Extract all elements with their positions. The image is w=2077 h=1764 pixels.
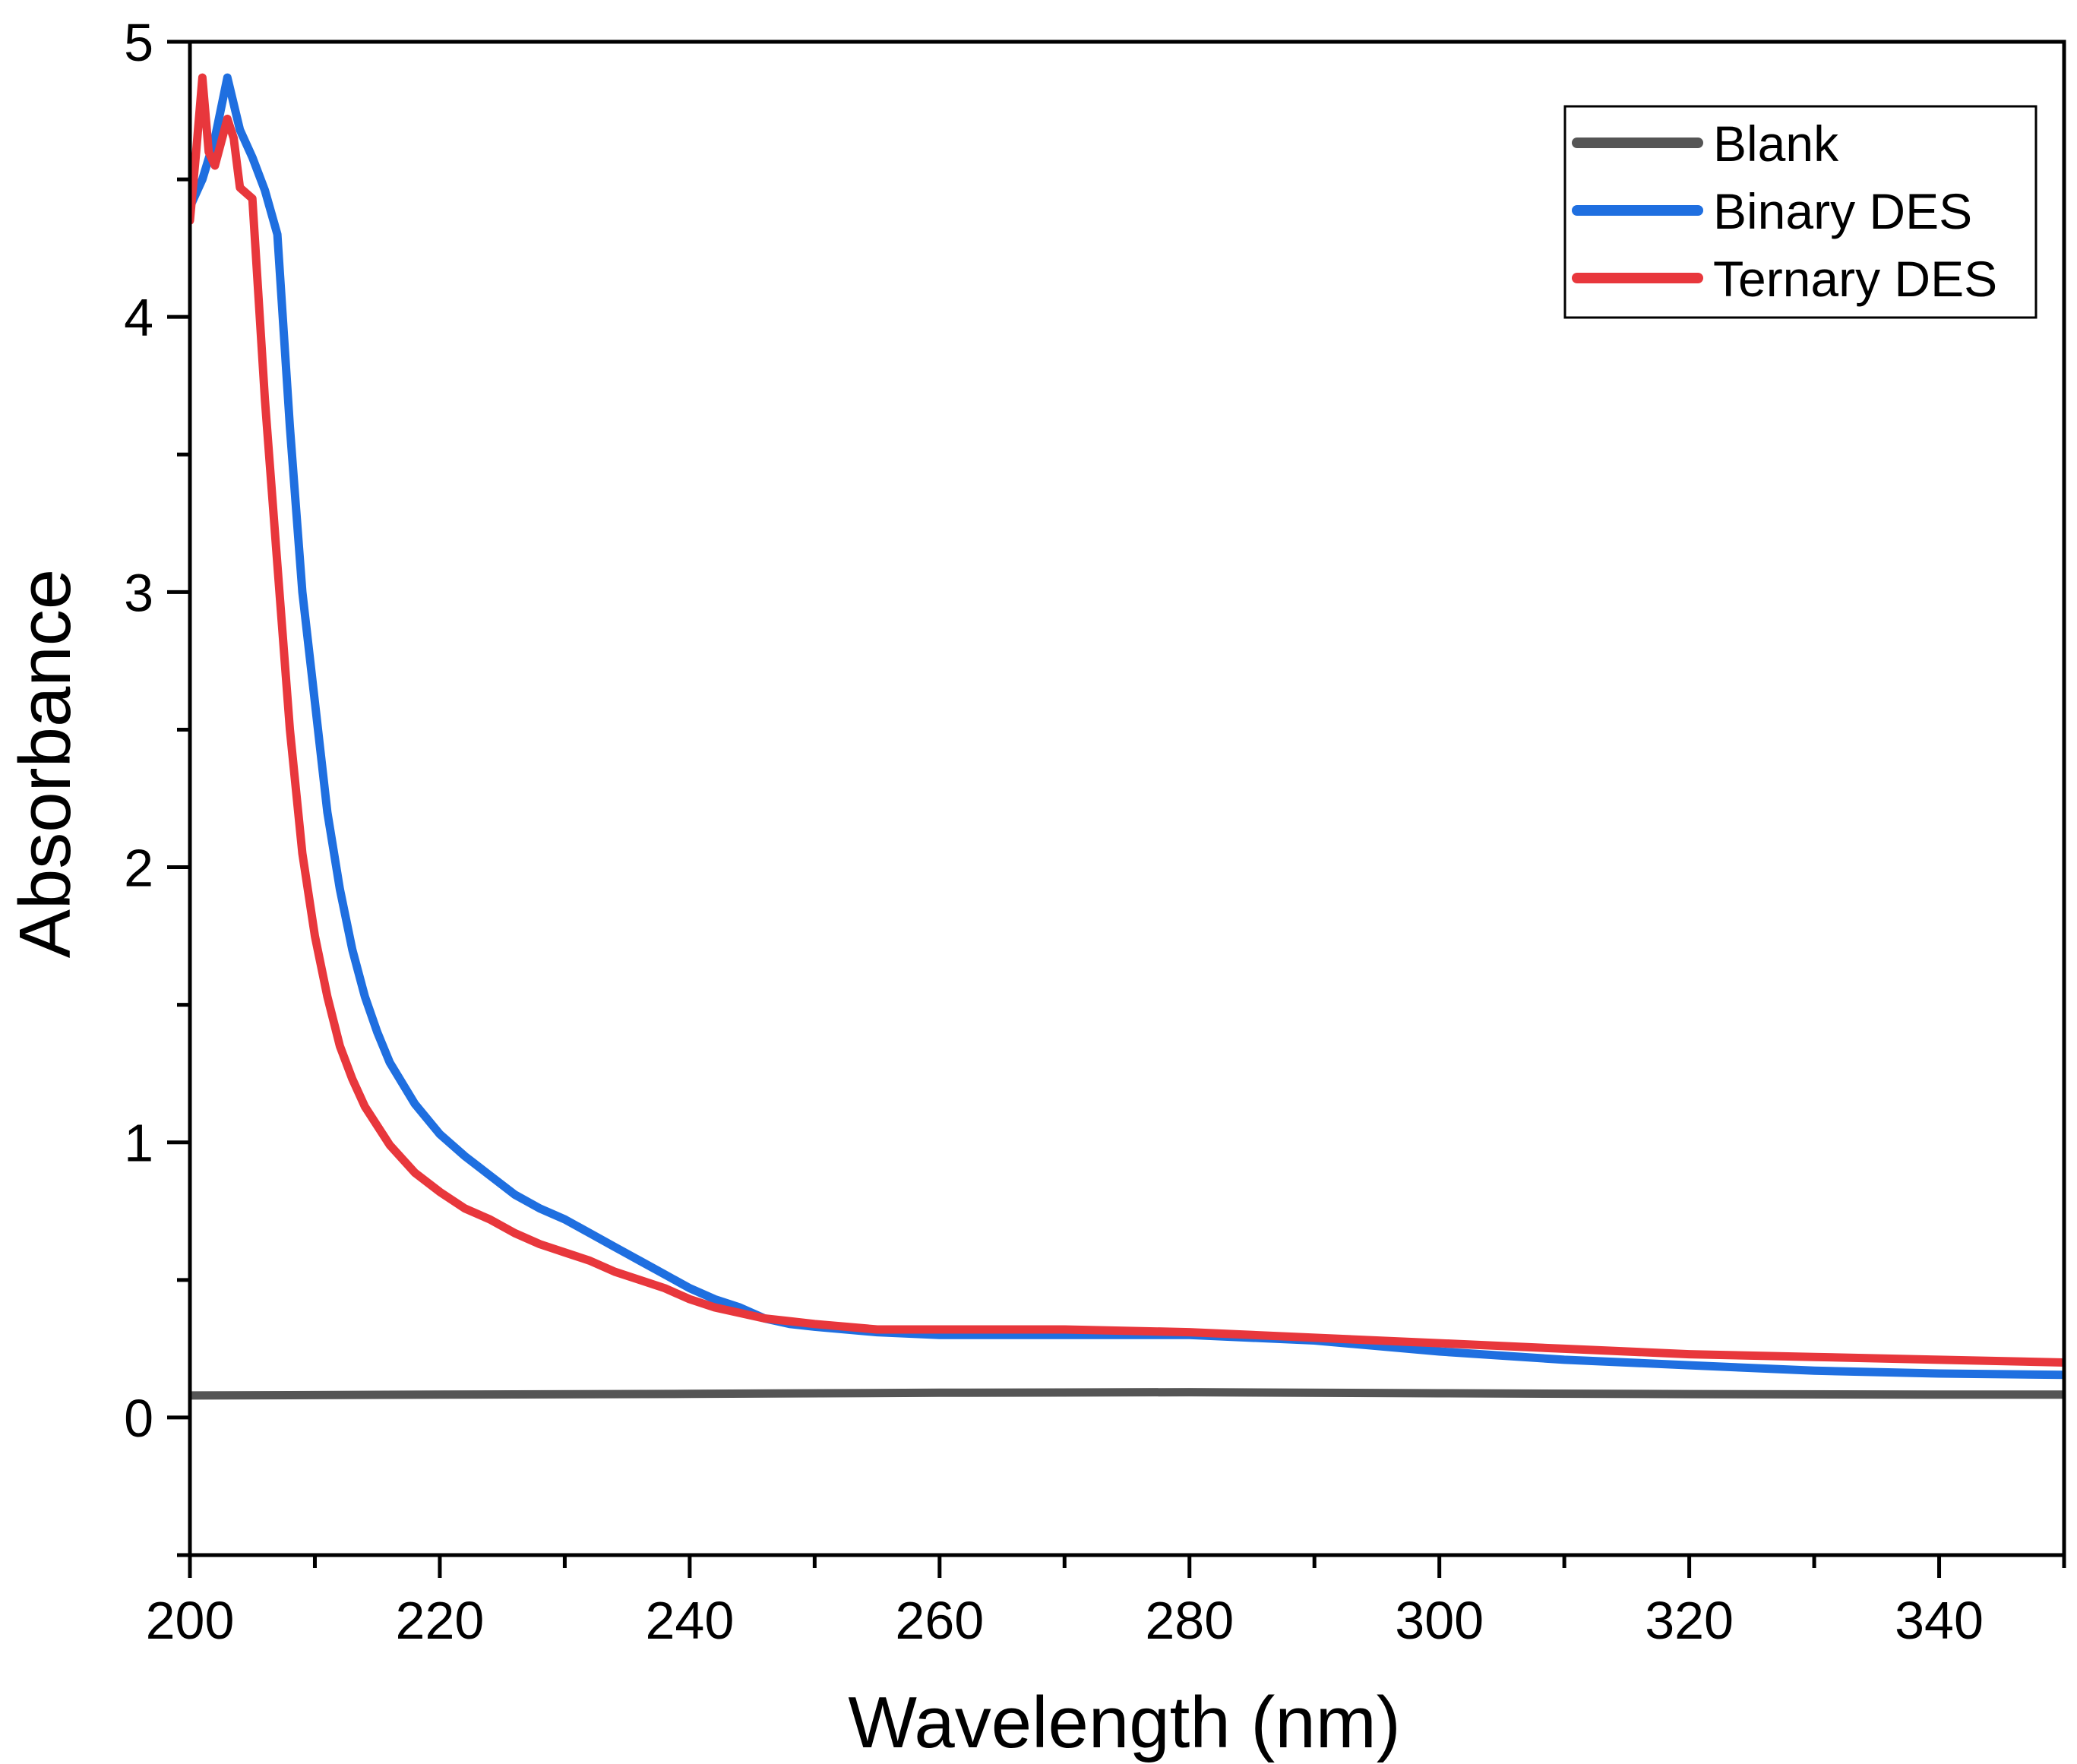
- x-tick-label: 220: [396, 1591, 485, 1650]
- legend-label-binary-des: Binary DES: [1713, 183, 1972, 239]
- axes-layer: [188, 40, 2066, 1557]
- x-tick-label: 260: [895, 1591, 984, 1650]
- series-layer: [190, 73, 2064, 1400]
- legend: Blank Binary DES Ternary DES: [1563, 105, 2037, 319]
- legend-label-blank: Blank: [1713, 115, 1839, 172]
- x-tick-label: 300: [1395, 1591, 1484, 1650]
- y-axis-title: Absorbance: [5, 569, 86, 958]
- y-tick-label: 1: [124, 1114, 153, 1173]
- y-tick-label: 3: [124, 563, 153, 622]
- x-axis-title: Wavelength (nm): [848, 1682, 1400, 1763]
- x-tick-label: 340: [1895, 1591, 1984, 1650]
- y-tick-label: 0: [124, 1389, 153, 1448]
- y-tick-label: 4: [124, 288, 153, 347]
- y-tick-label: 2: [124, 839, 153, 898]
- x-tick-label: 200: [146, 1591, 235, 1650]
- x-tick-label: 280: [1145, 1591, 1234, 1650]
- ticks-layer: 200 220 240 260 280 300 320 340 0 1 2 3 4 5: [124, 13, 2066, 1650]
- series-line-ternary-des: [190, 73, 2064, 1367]
- y-tick-label: 5: [124, 13, 153, 72]
- plot-frame: [188, 40, 2066, 1557]
- x-tick-label: 320: [1645, 1591, 1734, 1650]
- legend-label-ternary-des: Ternary DES: [1713, 251, 1997, 307]
- series-line-blank: [190, 1388, 2064, 1400]
- x-tick-label: 240: [645, 1591, 734, 1650]
